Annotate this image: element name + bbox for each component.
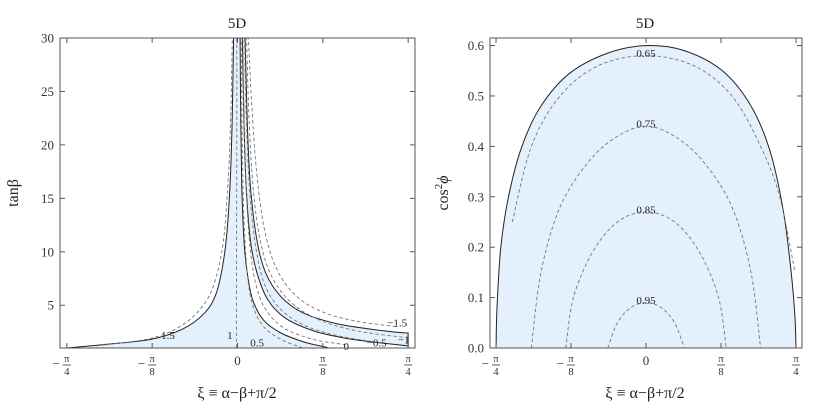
x-tick-label: 0 <box>643 353 650 368</box>
x-tick-label-fraction: π4 <box>404 354 413 378</box>
right-y-axis-label-main: cos <box>435 189 452 210</box>
x-tick-minus: − <box>52 356 59 371</box>
right-contour-labels: 0.65 0.75 0.85 0.95 <box>636 48 656 307</box>
x-tick-label-fraction: π 4− <box>482 354 500 378</box>
x-tick-label-fraction: π 4− <box>52 354 71 378</box>
x-tick-minus: − <box>557 356 564 371</box>
contour-label-6: −1.5 <box>387 317 407 329</box>
y-tick-label: 0.0 <box>468 341 484 356</box>
contour-line-1 <box>530 125 762 349</box>
contour-line-3 <box>607 302 685 349</box>
x-tick-minus: − <box>138 356 145 371</box>
x-tick-label-fraction: π 8− <box>557 354 575 378</box>
x-tick-numerator: π <box>150 354 156 365</box>
contour-line-4 <box>244 37 373 343</box>
right-y-axis: 0.0 0.1 0.2 0.3 0.4 0.5 0.6 <box>468 38 802 356</box>
contour-line-3 <box>242 37 347 346</box>
x-tick-denominator: 8 <box>320 367 325 378</box>
x-tick-label-fraction: π4 <box>792 354 801 378</box>
left-y-axis: 5 10 15 20 25 30 <box>41 31 415 313</box>
left-x-axis-label: ξ ≡ α−β+π/2 <box>197 385 276 402</box>
contour-line-2 <box>240 37 303 349</box>
contour-label-2: 0.85 <box>636 204 656 216</box>
y-tick-label: 0.6 <box>468 38 485 53</box>
contour-label-3: 0 <box>343 341 349 353</box>
contour-label-0: 0.65 <box>636 48 656 60</box>
contour-label-1: 0.75 <box>636 119 656 131</box>
x-tick-label: 0 <box>234 353 241 368</box>
x-tick-numerator: π <box>568 354 574 365</box>
right-y-axis-label-var: ϕ <box>435 175 452 183</box>
x-tick-denominator: 4 <box>406 367 412 378</box>
x-tick-denominator: 4 <box>793 367 799 378</box>
right-contours <box>511 55 796 349</box>
contour-label-4: −0.5 <box>367 338 387 350</box>
y-tick-label: 10 <box>41 244 54 259</box>
contour-label-1: 1 <box>227 330 233 342</box>
y-tick-label: 0.3 <box>468 189 484 204</box>
x-tick-denominator: 4 <box>493 367 499 378</box>
x-tick-numerator: π <box>320 354 326 365</box>
y-tick-label: 0.2 <box>468 240 484 255</box>
contour-line-6 <box>247 37 397 328</box>
allowed-region-right-lobe <box>241 37 409 347</box>
contour-line-5 <box>246 37 403 338</box>
allowed-region <box>495 44 797 349</box>
contour-line-0 <box>511 55 796 273</box>
x-tick-denominator: 8 <box>150 367 155 378</box>
left-chart-title: 5D <box>228 16 247 32</box>
right-allowed-region <box>495 44 797 349</box>
y-tick-label: 15 <box>41 191 54 206</box>
y-tick-label: 0.1 <box>468 290 484 305</box>
x-tick-denominator: 8 <box>568 367 573 378</box>
x-tick-minus: − <box>482 356 489 371</box>
left-contours <box>96 37 403 349</box>
x-tick-numerator: π <box>64 354 70 365</box>
x-tick-numerator: π <box>493 354 499 365</box>
y-tick-label: 0.5 <box>468 88 484 103</box>
y-tick-label: 20 <box>41 137 54 152</box>
x-tick-numerator: π <box>793 354 799 365</box>
left-allowed-region <box>66 37 409 349</box>
y-tick-label: 5 <box>48 298 55 313</box>
y-tick-label: 30 <box>41 31 54 46</box>
right-y-axis-label: cos2ϕ <box>433 175 452 210</box>
contour-label-2: 0.5 <box>250 338 264 350</box>
x-tick-numerator: π <box>718 354 724 365</box>
x-tick-denominator: 8 <box>718 367 723 378</box>
contour-label-5: −1 <box>398 334 410 346</box>
right-chart-panel: 5D 0.650.750.850.95 0.00.10.20.30.40.50.… <box>433 16 803 402</box>
contour-line-0 <box>96 37 233 347</box>
y-tick-label: 25 <box>41 84 54 99</box>
contour-line-2 <box>565 211 727 349</box>
right-x-axis-label: ξ ≡ α−β+π/2 <box>605 385 684 402</box>
x-tick-label-fraction: π 8− <box>138 354 157 378</box>
left-contour-labels: 1.5 1 0.5 0 −0.5 −1 −1.5 <box>161 317 409 353</box>
x-tick-label-fraction: π8 <box>717 354 726 378</box>
x-tick-denominator: 4 <box>64 367 70 378</box>
x-tick-label-fraction: π8 <box>318 354 327 378</box>
x-tick-numerator: π <box>406 354 412 365</box>
right-y-axis-label-sup: 2 <box>433 184 445 190</box>
y-tick-label: 0.4 <box>468 139 485 154</box>
contour-label-0: 1.5 <box>161 330 175 342</box>
right-chart-title: 5D <box>636 16 655 32</box>
contour-label-3: 0.95 <box>636 295 656 307</box>
left-y-axis-label: tanβ <box>5 179 22 207</box>
